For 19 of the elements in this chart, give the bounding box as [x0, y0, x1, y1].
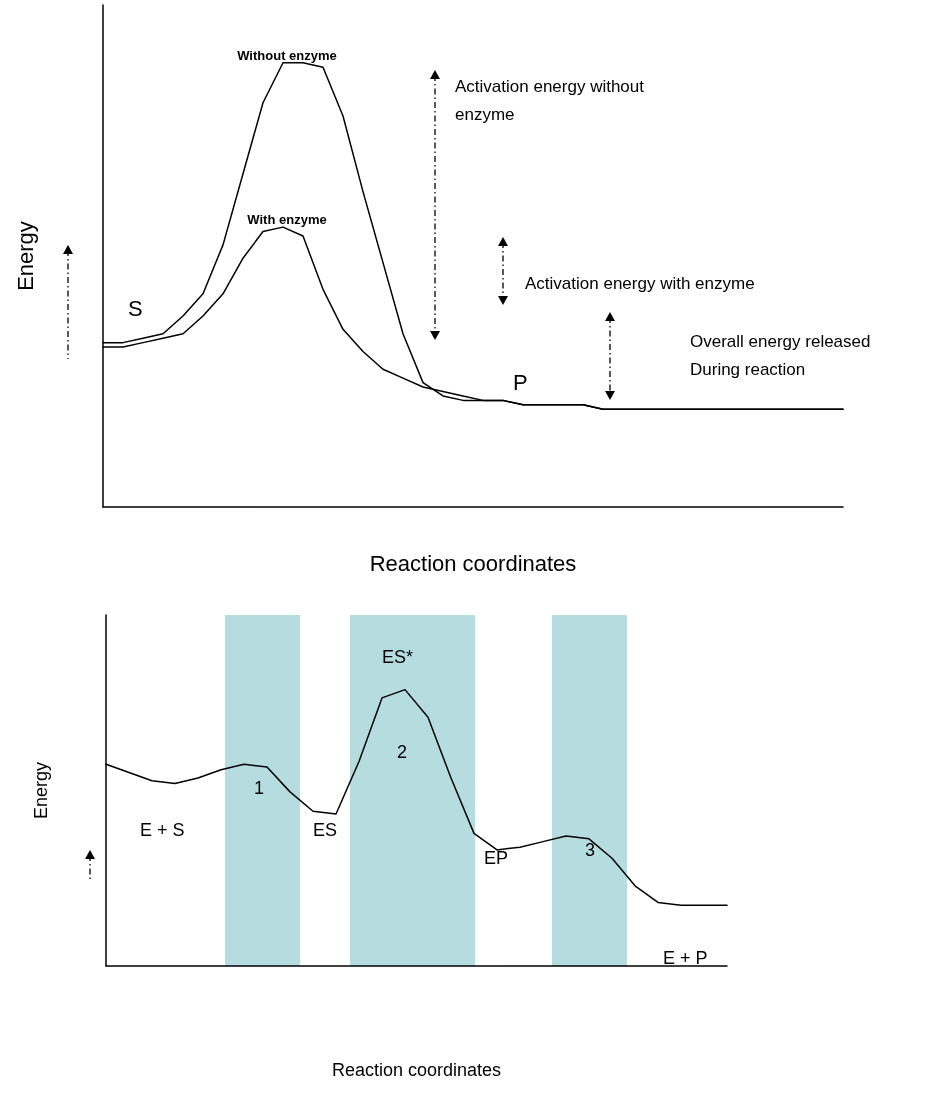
annotation: Activation energy with enzyme [525, 273, 755, 293]
annotation: E + P [663, 948, 708, 968]
annotation: 3 [585, 840, 596, 860]
annotation: E + S [140, 820, 185, 840]
x-axis-title: Reaction coordinates [369, 550, 577, 576]
annotation: Overall energy released During reaction [690, 331, 871, 379]
annotation: 2 [397, 742, 408, 762]
y-axis-title: Energy [12, 221, 38, 291]
annotation: 1 [254, 778, 265, 798]
annotation: EP [484, 848, 509, 868]
annotation: ES [313, 820, 338, 840]
y-axis-title: Energy [31, 761, 51, 820]
annotation: P [513, 369, 528, 395]
annotation: S [128, 295, 143, 321]
series-label: Without enzyme [237, 47, 337, 63]
series-label: With enzyme [247, 212, 327, 228]
x-axis-title: Reaction coordinates [331, 1060, 502, 1080]
text: ES* [382, 647, 414, 667]
annotation: Activation energy without enzyme [455, 76, 645, 124]
